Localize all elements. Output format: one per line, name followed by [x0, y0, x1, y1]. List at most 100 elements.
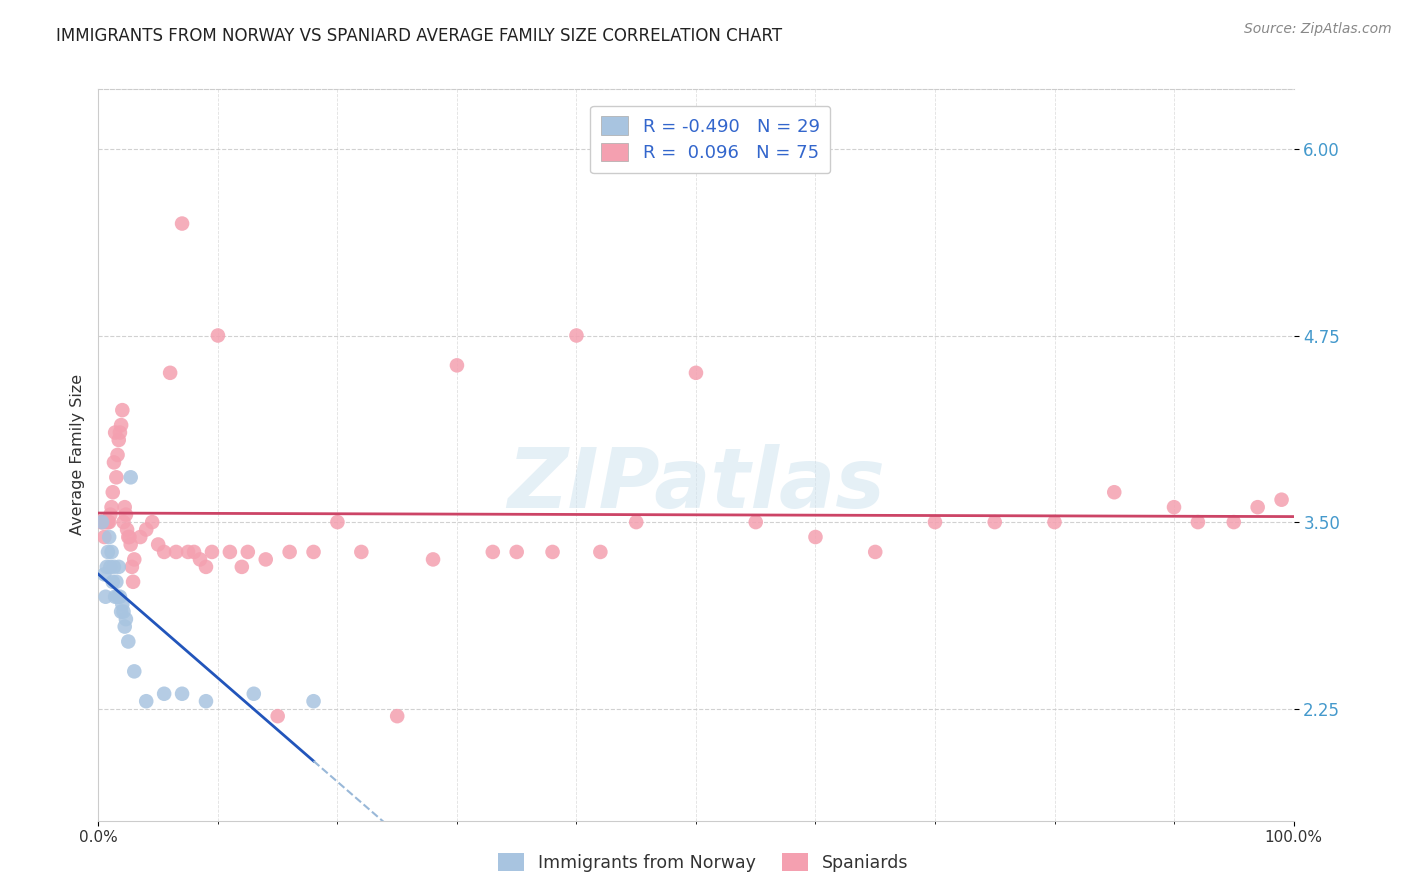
Point: [153, 687, 176, 701]
Point: [302, 545, 325, 559]
Point: [422, 552, 444, 566]
Text: ZIPatlas: ZIPatlas: [508, 443, 884, 524]
Point: [115, 612, 138, 626]
Point: [165, 545, 187, 559]
Point: [104, 425, 127, 440]
Point: [236, 545, 259, 559]
Point: [117, 530, 139, 544]
Point: [111, 403, 134, 417]
Point: [91, 515, 114, 529]
Point: [105, 470, 128, 484]
Point: [243, 687, 266, 701]
Point: [98, 515, 121, 529]
Point: [924, 515, 946, 529]
Point: [98, 560, 122, 574]
Point: [195, 560, 218, 574]
Point: [148, 537, 170, 551]
Point: [1271, 492, 1294, 507]
Point: [183, 545, 205, 559]
Point: [93, 567, 115, 582]
Point: [159, 366, 181, 380]
Point: [195, 694, 218, 708]
Point: [254, 552, 277, 566]
Point: [94, 590, 117, 604]
Point: [219, 545, 242, 559]
Point: [101, 485, 124, 500]
Point: [153, 545, 176, 559]
Point: [129, 530, 152, 544]
Point: [121, 560, 143, 574]
Point: [506, 545, 529, 559]
Point: [107, 560, 129, 574]
Point: [114, 619, 136, 633]
Point: [101, 574, 124, 589]
Point: [108, 425, 131, 440]
Point: [1104, 485, 1126, 500]
Point: [188, 552, 211, 566]
Legend: Immigrants from Norway, Spaniards: Immigrants from Norway, Spaniards: [491, 847, 915, 879]
Point: [120, 470, 142, 484]
Point: [326, 515, 349, 529]
Point: [91, 515, 114, 529]
Point: [804, 530, 827, 544]
Point: [115, 523, 138, 537]
Point: [104, 590, 127, 604]
Point: [112, 605, 135, 619]
Point: [124, 552, 146, 566]
Point: [100, 545, 122, 559]
Point: [1223, 515, 1246, 529]
Point: [110, 418, 132, 433]
Point: [97, 515, 120, 529]
Point: [1187, 515, 1209, 529]
Point: [94, 515, 117, 529]
Point: [107, 433, 129, 447]
Point: [103, 455, 125, 469]
Point: [177, 545, 200, 559]
Point: [120, 537, 142, 551]
Point: [482, 545, 505, 559]
Point: [107, 448, 129, 462]
Point: [350, 545, 373, 559]
Point: [96, 515, 118, 529]
Point: [541, 545, 564, 559]
Point: [446, 359, 468, 373]
Point: [626, 515, 648, 529]
Text: IMMIGRANTS FROM NORWAY VS SPANIARD AVERAGE FAMILY SIZE CORRELATION CHART: IMMIGRANTS FROM NORWAY VS SPANIARD AVERA…: [56, 27, 782, 45]
Point: [98, 508, 122, 522]
Point: [267, 709, 290, 723]
Point: [97, 545, 120, 559]
Point: [1247, 500, 1270, 515]
Point: [115, 508, 138, 522]
Point: [91, 515, 114, 529]
Point: [118, 530, 141, 544]
Point: [172, 687, 194, 701]
Y-axis label: Average Family Size: Average Family Size: [69, 375, 84, 535]
Point: [107, 590, 129, 604]
Point: [124, 665, 146, 679]
Point: [207, 328, 229, 343]
Point: [108, 590, 131, 604]
Point: [278, 545, 301, 559]
Point: [141, 515, 163, 529]
Point: [745, 515, 768, 529]
Point: [231, 560, 253, 574]
Legend: R = -0.490   N = 29, R =  0.096   N = 75: R = -0.490 N = 29, R = 0.096 N = 75: [591, 105, 831, 173]
Point: [565, 328, 588, 343]
Point: [201, 545, 224, 559]
Point: [1163, 500, 1185, 515]
Point: [93, 530, 115, 544]
Point: [103, 560, 125, 574]
Point: [172, 217, 194, 231]
Point: [122, 574, 145, 589]
Point: [135, 694, 157, 708]
Text: Source: ZipAtlas.com: Source: ZipAtlas.com: [1244, 22, 1392, 37]
Point: [114, 500, 136, 515]
Point: [302, 694, 325, 708]
Point: [105, 574, 128, 589]
Point: [100, 500, 122, 515]
Point: [865, 545, 887, 559]
Point: [1043, 515, 1066, 529]
Point: [589, 545, 612, 559]
Point: [385, 709, 409, 723]
Point: [98, 530, 121, 544]
